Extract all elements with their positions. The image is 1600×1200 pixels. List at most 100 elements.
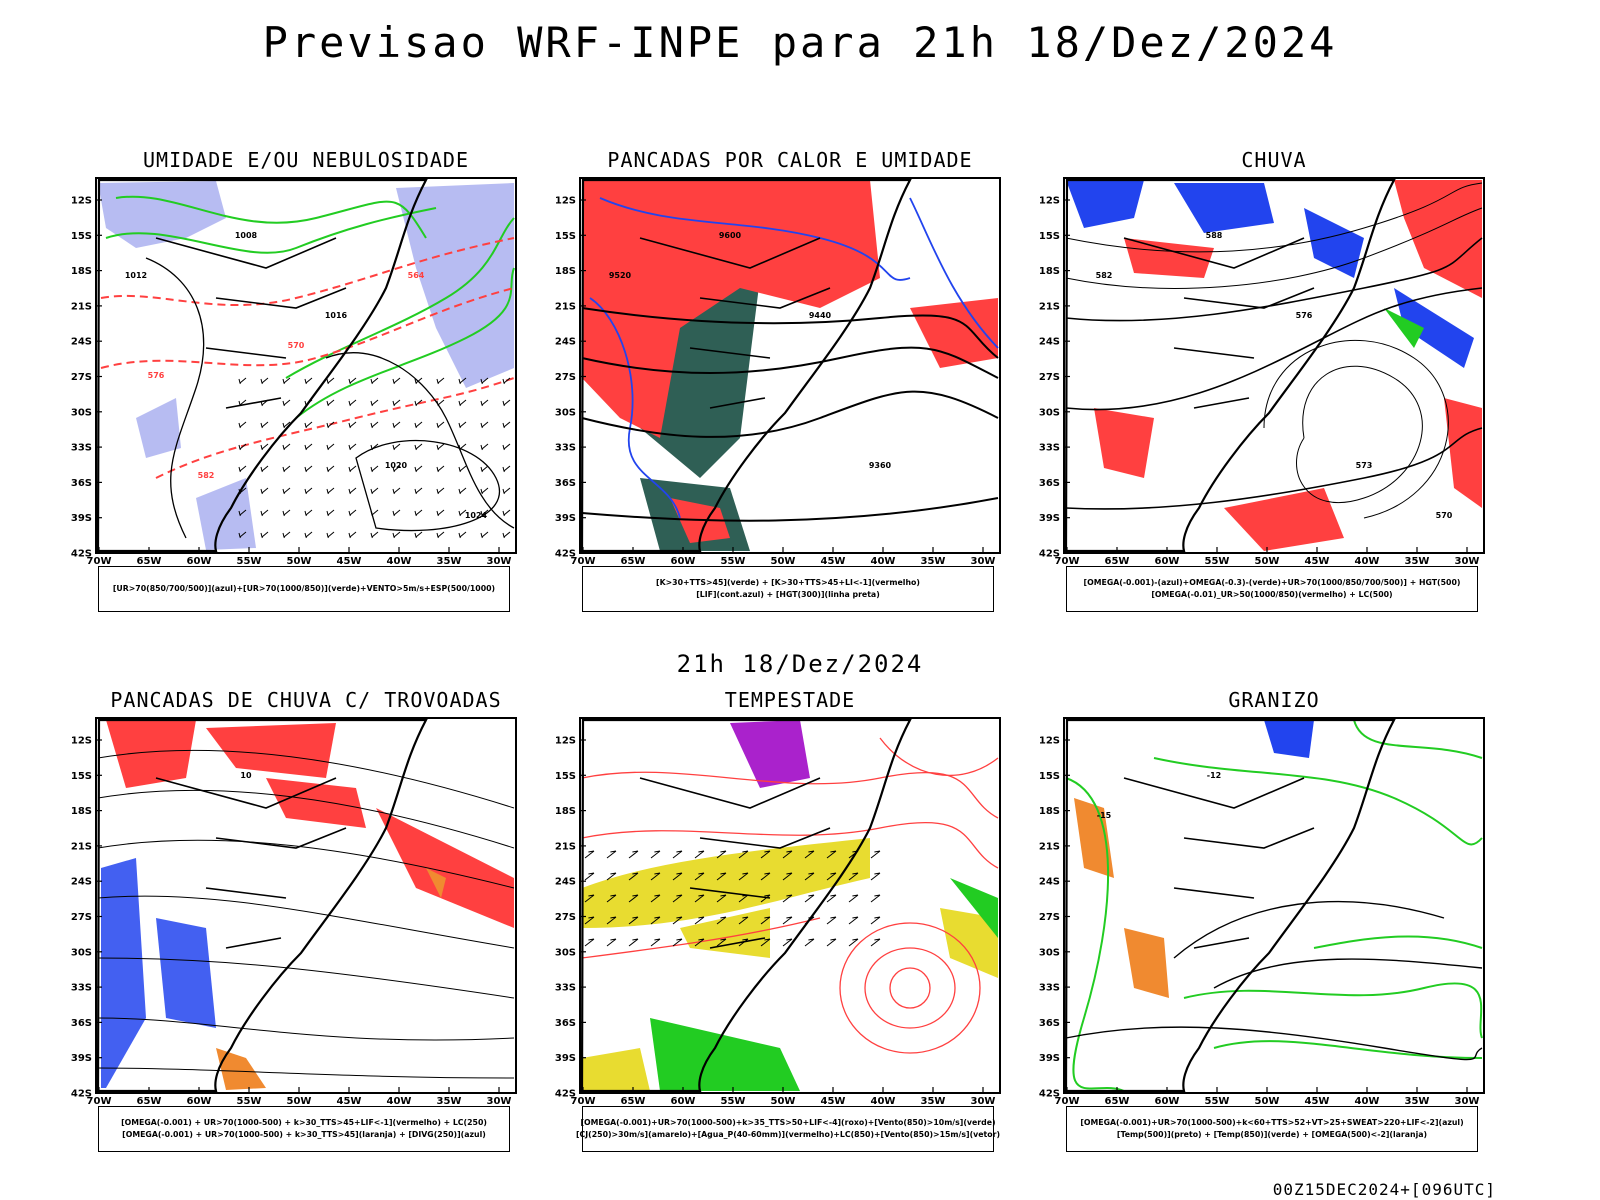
- red-dashed-thickness-contour: [100, 237, 515, 307]
- lat-label: 42S: [555, 1089, 576, 1100]
- lat-label: 24S: [71, 877, 92, 888]
- lat-label: 18S: [555, 806, 576, 817]
- lat-label: 21S: [1039, 301, 1060, 312]
- lon-label: 55W: [1205, 1096, 1230, 1107]
- wind-arrow: [738, 894, 749, 903]
- green-wind-area: [950, 878, 998, 938]
- hgt300-contour: [581, 390, 999, 438]
- wind-arrow: [672, 894, 683, 903]
- lat-label: 33S: [1039, 443, 1060, 454]
- legend-line: [UR>70(850/700/500)](azul)+[UR>70(1000/8…: [112, 584, 496, 593]
- lon-label: 50W: [287, 556, 312, 567]
- lon-label: 40W: [1355, 556, 1380, 567]
- panel-pancadas-calor: PANCADAS POR CALOR E UMIDADE 9600 9520 944…: [530, 148, 1001, 618]
- wind-arrow: [870, 872, 881, 881]
- wind-arrow: [392, 487, 401, 495]
- yellow-jet-area: [582, 838, 870, 928]
- temp500-contour: [1173, 901, 1445, 959]
- wind-arrow: [606, 938, 617, 947]
- map-pancadas-calor[interactable]: 9600 9520 9440 9360 12S 15S 18S 21S 24S 27S 30S 33…: [555, 177, 1001, 567]
- hgt300-contour: [581, 346, 999, 379]
- wind-arrow: [870, 894, 881, 903]
- lat-label: 33S: [555, 443, 576, 454]
- wind-arrow: [304, 443, 313, 451]
- wind-arrow: [326, 399, 335, 407]
- blue-lif-contour: [599, 197, 911, 281]
- lon-label: 30W: [1455, 1096, 1480, 1107]
- lat-label: 42S: [1039, 549, 1060, 560]
- wind-arrow: [260, 377, 269, 385]
- wind-arrow: [782, 850, 793, 859]
- wind-arrow: [238, 377, 247, 385]
- wind-arrow: [804, 850, 815, 859]
- lat-label: 24S: [555, 877, 576, 888]
- lon-label: 30W: [971, 556, 996, 567]
- lat-label: 24S: [1039, 877, 1060, 888]
- yellow-jet-area: [680, 908, 770, 958]
- wind-arrow: [414, 377, 423, 385]
- wind-arrow: [238, 465, 247, 473]
- contour-label: 588: [1206, 231, 1223, 240]
- wind-arrow: [782, 894, 793, 903]
- wind-arrow: [870, 938, 881, 947]
- lon-label: 35W: [437, 556, 462, 567]
- panel-title: UMIDADE E/OU NEBULOSIDADE: [142, 148, 470, 172]
- wind-arrow: [502, 443, 511, 451]
- wind-arrow: [348, 399, 357, 407]
- wind-arrow: [826, 938, 837, 947]
- red-streamline: [839, 922, 981, 1054]
- wind-arrow: [502, 465, 511, 473]
- lat-label: 30S: [555, 947, 576, 958]
- lat-label: 24S: [1039, 337, 1060, 348]
- blue-divergence-area: [156, 918, 216, 1028]
- wind-arrow: [392, 465, 401, 473]
- lon-label: 60W: [187, 556, 212, 567]
- panel-chuva: CHUVA 588 582 576 573 570 12S 15S: [1014, 148, 1485, 618]
- map-granizo[interactable]: -12 -15 12S 15S 18S 21S 24S 27S 30S 33S 36S 39S 42S…: [1039, 717, 1485, 1107]
- green-temp850-contour: [1213, 1040, 1483, 1059]
- continent-outline: [580, 718, 912, 1093]
- map-chuva[interactable]: 588 582 576 573 570 12S 15S 18S 21S 24S 27S 30S 33S…: [1039, 177, 1485, 567]
- wind-arrow: [260, 487, 269, 495]
- green-omega-area: [1384, 308, 1424, 348]
- lat-label: 39S: [71, 1053, 92, 1064]
- wind-arrow: [606, 916, 617, 925]
- lat-label: 27S: [555, 372, 576, 383]
- wind-arrow: [260, 421, 269, 429]
- wind-arrow: [458, 487, 467, 495]
- streamline: [97, 957, 515, 999]
- wind-arrow: [370, 487, 379, 495]
- lat-label: 18S: [1039, 266, 1060, 277]
- lon-label: 60W: [671, 1096, 696, 1107]
- lat-label: 27S: [1039, 912, 1060, 923]
- wind-arrow: [738, 938, 749, 947]
- lat-label: 12S: [71, 196, 92, 207]
- wind-arrow: [392, 399, 401, 407]
- map-umidade[interactable]: 1008 1012 1016 1020 1024 576 570 564 582 12S 15S 1…: [71, 177, 517, 567]
- lon-label: 30W: [487, 1096, 512, 1107]
- page-title: Previsao WRF-INPE para 21h 18/Dez/2024: [262, 18, 1338, 67]
- wind-arrow: [502, 487, 511, 495]
- panel-trovoadas: PANCADAS DE CHUVA C/ TROVOADAS 10 12S 15S…: [46, 688, 517, 1158]
- lat-label: 36S: [71, 1018, 92, 1029]
- lat-label: 15S: [1039, 231, 1060, 242]
- wind-arrow: [348, 443, 357, 451]
- wind-arrow: [738, 916, 749, 925]
- wind-arrow: [282, 487, 291, 495]
- wind-arrow: [804, 916, 815, 925]
- wind-arrow: [650, 938, 661, 947]
- lat-label: 18S: [71, 266, 92, 277]
- wind-arrow: [304, 399, 313, 407]
- lon-label: 65W: [621, 556, 646, 567]
- wind-arrow: [826, 894, 837, 903]
- lat-label: 30S: [71, 947, 92, 958]
- lon-label: 60W: [187, 1096, 212, 1107]
- wind-arrow: [870, 850, 881, 859]
- green-humidity-contour: [115, 195, 427, 239]
- lat-label: 12S: [1039, 196, 1060, 207]
- wind-arrow: [480, 531, 489, 539]
- streamline: [97, 1017, 515, 1041]
- state-border: [1123, 777, 1315, 949]
